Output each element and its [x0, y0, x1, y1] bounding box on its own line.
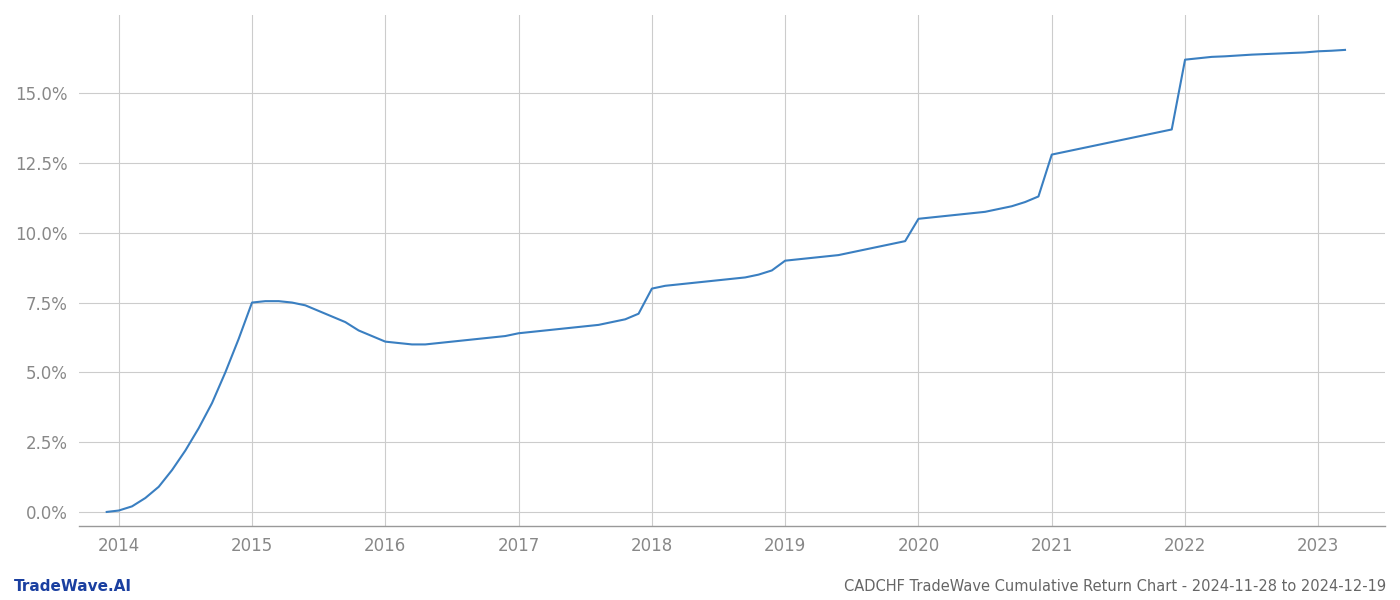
Text: CADCHF TradeWave Cumulative Return Chart - 2024-11-28 to 2024-12-19: CADCHF TradeWave Cumulative Return Chart… [844, 579, 1386, 594]
Text: TradeWave.AI: TradeWave.AI [14, 579, 132, 594]
